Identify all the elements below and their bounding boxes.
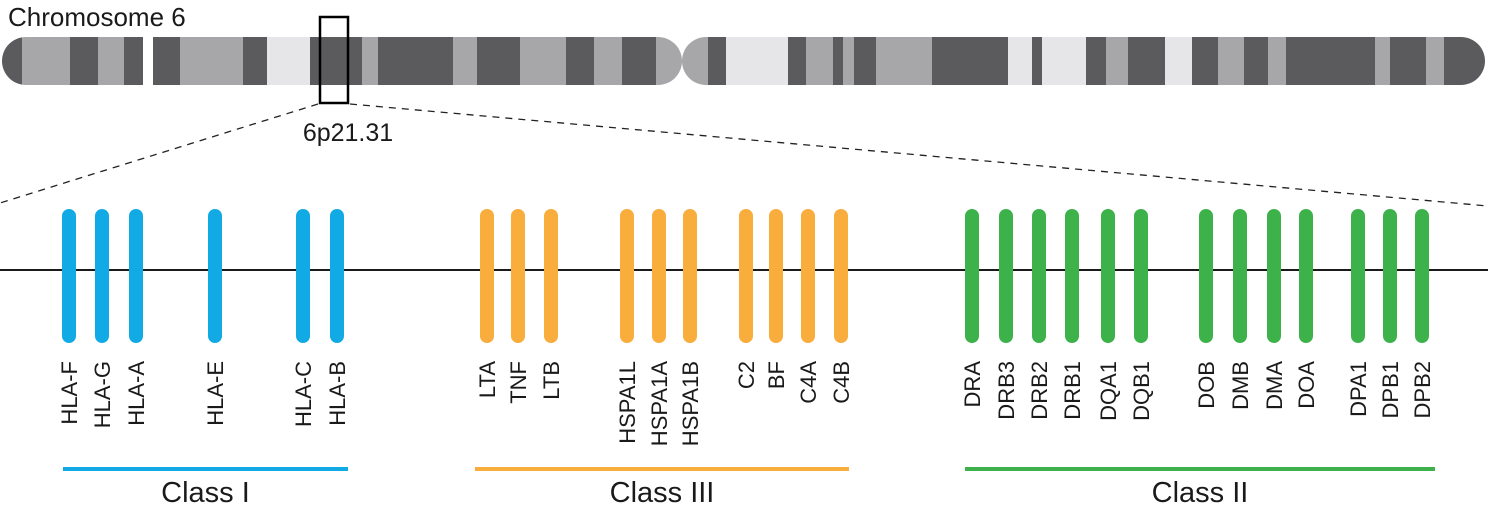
- class-label: Class I: [161, 477, 250, 509]
- chromosome-band: [1244, 37, 1268, 85]
- gene-label: HLA-G: [90, 361, 115, 428]
- gene-label: BF: [764, 361, 789, 389]
- gene-label: DRB2: [1027, 361, 1052, 420]
- chromosome-band: [1426, 37, 1444, 85]
- class-label: Class II: [1152, 477, 1249, 509]
- gene-label: HSPA1A: [647, 361, 672, 447]
- gene-label: TNF: [506, 361, 531, 404]
- gene-label: DMA: [1262, 361, 1287, 410]
- chromosome-band: [1165, 37, 1192, 85]
- chromosome-band: [520, 37, 566, 85]
- chromosome-band: [806, 37, 833, 85]
- chromosome-band: [682, 37, 708, 85]
- chromosome-band: [310, 37, 362, 85]
- chromosome-band: [243, 37, 267, 85]
- class-bracket-layer: Class I Class III Class II: [63, 467, 1435, 509]
- chromosome-band: [70, 37, 98, 85]
- gene-label: C2: [734, 361, 759, 389]
- gene-label: DQA1: [1096, 361, 1121, 421]
- chromosome-band: [1268, 37, 1286, 85]
- chromosome-band: [143, 37, 153, 85]
- chromosome-band: [726, 37, 788, 85]
- chromosome-band: [453, 37, 477, 85]
- gene-label: DOB: [1194, 361, 1219, 409]
- chromosome-band: [2, 37, 22, 85]
- gene-layer: HLA-F HLA-G HLA-A HLA-E HLA-C HLA-B LTA TNF LTB H…: [57, 209, 1435, 447]
- gene-label: C4B: [829, 361, 854, 404]
- chromosome-band: [378, 37, 453, 85]
- chromosome-band: [656, 37, 682, 85]
- chromosome-band: [1042, 37, 1086, 85]
- gene-label: LTB: [539, 361, 564, 400]
- chromosome-band: [267, 37, 310, 85]
- gene-label: HLA-F: [57, 361, 82, 425]
- band-label: 6p21.31: [303, 119, 393, 147]
- chromosome-band: [1390, 37, 1426, 85]
- chromosome-band: [1032, 37, 1042, 85]
- gene-label: HLA-A: [124, 361, 149, 426]
- chromosome-band: [956, 37, 1008, 85]
- chromosome-band: [1444, 37, 1485, 85]
- chromosome-band: [1106, 37, 1128, 85]
- chromosome-band: [833, 37, 843, 85]
- gene-label: HLA-C: [291, 361, 316, 427]
- chromosome-long-arm: [682, 37, 1485, 85]
- gene-label: HLA-B: [325, 361, 350, 426]
- chromosome-band: [477, 37, 520, 85]
- gene-label: DOA: [1294, 361, 1319, 409]
- chromosome-band: [932, 37, 956, 85]
- gene-label: HSPA1L: [615, 361, 640, 444]
- chromosome-band: [153, 37, 180, 85]
- chromosome-band: [1086, 37, 1106, 85]
- chromosome-band: [594, 37, 622, 85]
- chromosome-band: [1128, 37, 1165, 85]
- chromosome-band: [1192, 37, 1218, 85]
- chromosome-band: [788, 37, 806, 85]
- chromosome-band: [708, 37, 726, 85]
- gene-label: HLA-E: [203, 361, 228, 426]
- chromosome-band: [566, 37, 594, 85]
- gene-label: DPA1: [1346, 361, 1371, 417]
- chromosome-band: [1286, 37, 1375, 85]
- gene-label: DMB: [1228, 361, 1253, 410]
- chromosome-band: [180, 37, 243, 85]
- gene-label: DRB3: [994, 361, 1019, 420]
- gene-label: DQB1: [1129, 361, 1154, 421]
- gene-label: DRB1: [1060, 361, 1085, 420]
- gene-label: HSPA1B: [678, 361, 703, 446]
- chromosome-short-arm: [2, 37, 682, 85]
- region-highlight-box: [318, 15, 350, 105]
- chromosome-band: [854, 37, 876, 85]
- zoom-line-right: [349, 103, 1488, 207]
- chromosome-title: Chromosome 6: [8, 2, 186, 32]
- chromosome-band: [1375, 37, 1390, 85]
- chromosome-band: [362, 37, 378, 85]
- chromosome-band: [124, 37, 143, 85]
- chromosome-band: [98, 37, 124, 85]
- chromosome-band: [1008, 37, 1032, 85]
- class-label: Class III: [610, 477, 715, 509]
- gene-label: DRA: [960, 361, 985, 408]
- gene-label: DPB1: [1378, 361, 1403, 418]
- chromosome-band: [22, 37, 70, 85]
- gene-label: C4A: [796, 361, 821, 404]
- zoom-line-left: [0, 103, 319, 204]
- chromosome-band: [622, 37, 656, 85]
- chromosome-band: [843, 37, 854, 85]
- chromosome-band: [876, 37, 932, 85]
- chromosome-band: [1218, 37, 1244, 85]
- gene-label: DPB2: [1410, 361, 1435, 418]
- gene-label: LTA: [475, 361, 500, 398]
